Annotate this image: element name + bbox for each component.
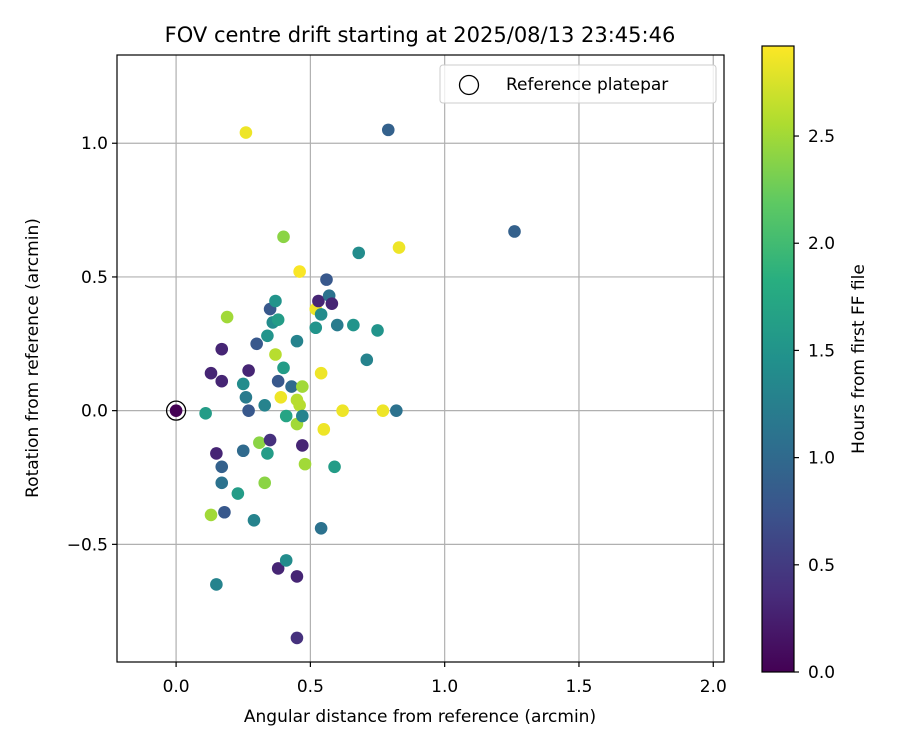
x-tick-label: 0.0 — [163, 677, 190, 697]
data-point — [277, 361, 290, 375]
data-point — [215, 342, 229, 356]
data-point — [220, 310, 234, 324]
data-point — [277, 230, 290, 244]
x-tick-label: 1.5 — [565, 677, 592, 697]
colorbar-tick-label: 0.0 — [808, 663, 835, 683]
data-point — [290, 631, 304, 645]
data-point — [336, 404, 349, 417]
legend: Reference platepar — [439, 64, 717, 104]
data-point — [271, 562, 285, 575]
data-point — [261, 447, 274, 460]
colorbar-tick-label: 1.0 — [808, 449, 835, 469]
data-point — [381, 123, 395, 137]
data-point — [269, 294, 282, 308]
data-point — [376, 404, 390, 417]
data-point — [298, 457, 312, 471]
data-point — [242, 364, 255, 377]
data-point — [236, 377, 250, 391]
data-point — [290, 334, 304, 348]
data-point — [296, 409, 309, 423]
data-point — [279, 409, 293, 423]
x-tick-label: 0.5 — [297, 677, 324, 697]
data-point — [215, 374, 229, 388]
data-point — [204, 366, 218, 380]
colorbar-ticks: 0.0 0.5 1.0 1.5 2.0 2.5 — [794, 127, 835, 683]
data-point — [261, 329, 274, 343]
data-point — [274, 390, 288, 404]
y-tick-label: 0.5 — [81, 268, 108, 288]
data-point — [392, 241, 406, 254]
data-point — [210, 578, 223, 591]
colorbar-label: Hours from first FF file — [849, 264, 869, 454]
plot-frame — [116, 54, 725, 663]
data-point — [314, 366, 328, 380]
data-point — [258, 476, 272, 490]
data-point — [352, 246, 366, 260]
data-point — [360, 353, 374, 367]
y-tick-label: 0.0 — [81, 402, 108, 422]
data-point — [215, 460, 229, 474]
data-point — [239, 390, 253, 404]
data-point — [204, 508, 218, 522]
x-tick-label: 1.0 — [431, 677, 458, 697]
y-tick-label: −0.5 — [67, 535, 108, 555]
data-points — [165, 123, 521, 645]
y-axis-label: Rotation from reference (arcmin) — [23, 218, 43, 498]
data-point — [236, 444, 250, 458]
data-point — [263, 433, 277, 447]
data-point — [290, 570, 304, 583]
data-point — [215, 476, 229, 490]
data-point — [258, 398, 272, 412]
data-point — [325, 297, 339, 310]
colorbar-tick-label: 2.0 — [808, 234, 835, 254]
data-point — [293, 398, 306, 412]
data-point — [279, 554, 293, 567]
data-point — [320, 273, 333, 286]
data-point — [317, 423, 331, 436]
chart-title: FOV centre drift starting at 2025/08/13 … — [165, 23, 676, 47]
colorbar-tick-label: 0.5 — [808, 556, 835, 576]
data-point — [169, 404, 183, 417]
reference-marker — [165, 400, 187, 421]
data-point — [312, 294, 325, 308]
data-point — [371, 324, 384, 337]
x-axis-label: Angular distance from reference (arcmin) — [244, 707, 596, 727]
data-point — [247, 513, 261, 527]
data-point — [314, 308, 328, 321]
axis-ticks: 0.0 0.5 1.0 1.5 2.0 −0.5 0.0 0.5 1.0 — [67, 134, 727, 697]
data-point — [285, 380, 298, 393]
data-point — [271, 313, 285, 327]
data-point — [218, 505, 231, 519]
data-point — [293, 265, 306, 278]
legend-box — [439, 64, 717, 104]
colorbar-tick-label: 1.5 — [808, 341, 835, 361]
data-point — [296, 439, 309, 452]
data-point — [271, 374, 285, 388]
data-point — [347, 318, 360, 332]
data-point — [330, 318, 344, 332]
x-tick-label: 2.0 — [700, 677, 727, 697]
data-point — [242, 404, 255, 417]
data-point — [239, 126, 253, 139]
grid-lines — [117, 55, 724, 662]
data-point — [253, 436, 266, 450]
data-point — [328, 460, 341, 474]
y-tick-label: 1.0 — [81, 134, 108, 154]
data-point — [199, 407, 212, 420]
data-point — [390, 404, 403, 417]
data-point — [269, 348, 282, 361]
data-point — [296, 380, 309, 393]
colorbar-tick-label: 2.5 — [808, 127, 835, 147]
data-point — [210, 447, 223, 460]
legend-marker — [458, 74, 480, 96]
data-point — [309, 321, 323, 335]
legend-label: Reference platepar — [506, 75, 668, 95]
data-point — [250, 337, 263, 351]
colorbar — [761, 45, 795, 673]
data-point — [314, 521, 328, 535]
data-point — [508, 225, 521, 238]
data-point — [231, 487, 245, 500]
